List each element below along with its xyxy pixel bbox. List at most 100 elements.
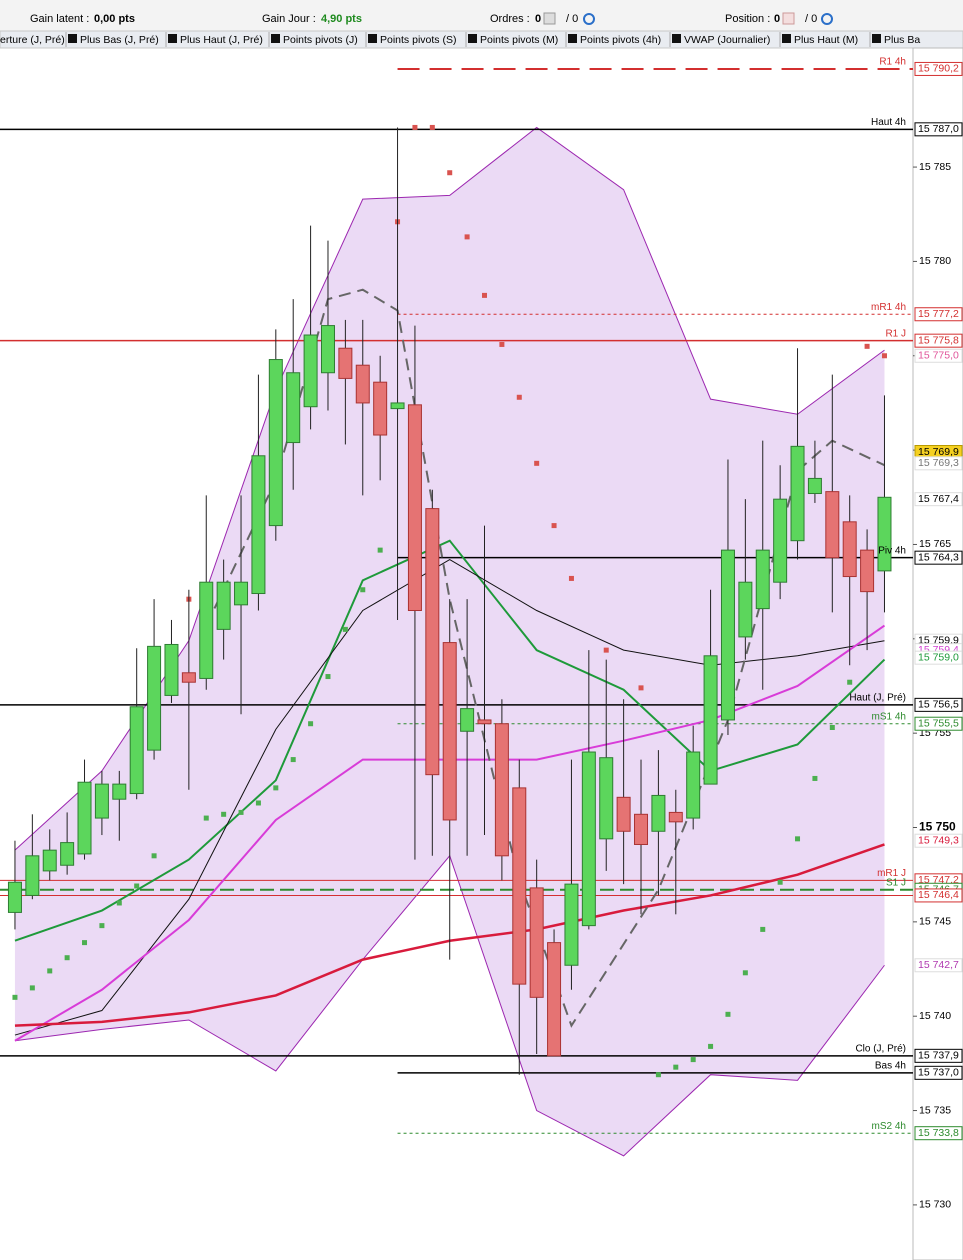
gain-jour: 4,90 pts — [321, 13, 362, 25]
y-tick-label: 15 765 — [919, 538, 951, 550]
price-box-label: 15 746,4 — [918, 889, 959, 901]
price-box — [914, 122, 963, 137]
cancel-icon[interactable] — [543, 12, 556, 25]
settings-icon[interactable] — [583, 13, 595, 25]
y-tick-label: 15 735 — [919, 1104, 951, 1116]
price-box-label: 15 764,3 — [918, 551, 959, 563]
level-label: mR1 J — [877, 868, 906, 879]
candle-body — [234, 581, 249, 606]
tab[interactable]: erture (J, Pré) — [0, 34, 65, 46]
candle-body — [390, 402, 405, 410]
level-label: R1 J — [885, 328, 906, 339]
candle-body — [686, 751, 701, 819]
candle-body — [547, 942, 562, 1057]
sar-dot — [499, 341, 505, 347]
tab-icon — [782, 34, 791, 43]
tab-icon — [672, 34, 681, 43]
sar-dot — [760, 926, 766, 932]
price-box-label: 15 775,8 — [918, 334, 959, 346]
price-tag — [914, 456, 963, 471]
candle-body — [286, 372, 301, 444]
price-box — [914, 1126, 963, 1141]
price-box-label: 15 737,9 — [918, 1050, 959, 1062]
price-box — [914, 61, 963, 76]
tab-icon — [872, 34, 881, 43]
sar-dot — [64, 955, 70, 961]
tab[interactable]: Points pivots (M) — [480, 34, 558, 46]
sar-dot — [203, 815, 209, 821]
candle-body — [7, 881, 22, 913]
tab-icon — [68, 34, 77, 43]
sar-dot — [238, 809, 244, 815]
plot-area — [0, 67, 913, 1157]
candle-body — [842, 521, 857, 578]
sar-dot — [377, 547, 383, 553]
tab[interactable]: Points pivots (S) — [380, 34, 456, 46]
moving-average — [14, 539, 886, 942]
y-tick-label: 15 785 — [919, 161, 951, 173]
candle-body — [112, 783, 127, 800]
candle-body — [303, 334, 318, 408]
sar-dot — [742, 970, 748, 976]
tab[interactable]: Points pivots (J) — [283, 34, 358, 46]
price-box — [914, 716, 963, 731]
sar-dot — [568, 575, 574, 581]
candle-body — [738, 581, 753, 638]
price-box — [914, 1065, 963, 1080]
price-box — [914, 333, 963, 348]
price-box — [914, 888, 963, 903]
price-tag-label: 15 767,4 — [918, 493, 959, 505]
ordres-count: 0 — [535, 13, 541, 25]
price-tag — [914, 492, 963, 507]
ordres-total: / 0 — [566, 13, 578, 25]
sar-dot — [429, 124, 435, 130]
sar-dot — [447, 170, 453, 176]
candle-body — [634, 813, 649, 845]
price-box-label: 15 756,5 — [918, 699, 959, 711]
tab[interactable]: Points pivots (4h) — [580, 34, 661, 46]
candle-body — [877, 496, 892, 572]
tab[interactable]: Plus Ba — [884, 34, 920, 46]
tab[interactable]: Plus Haut (J, Pré) — [180, 34, 263, 46]
tab[interactable]: Plus Haut (M) — [794, 34, 858, 46]
level-label: Clo (J, Pré) — [855, 1043, 906, 1054]
candle-body — [268, 359, 283, 527]
sar-dot — [638, 685, 644, 691]
y-tick-label: 15 780 — [919, 255, 951, 267]
candle-body — [460, 708, 475, 732]
candle-body — [512, 787, 527, 985]
candle-body — [477, 719, 492, 725]
sar-dot — [412, 124, 418, 130]
sar-dot — [534, 460, 540, 466]
candle-body — [773, 498, 788, 583]
sar-dot — [308, 721, 314, 727]
tab-bar — [0, 30, 963, 49]
tab[interactable]: VWAP (Journalier) — [684, 34, 770, 46]
y-tick-label: 15 750 — [919, 820, 956, 834]
candle-body — [494, 723, 509, 857]
tab-icon — [168, 34, 177, 43]
candle-body — [251, 455, 266, 595]
candle-body — [581, 751, 596, 927]
sar-dot — [290, 757, 296, 763]
cancel-icon[interactable] — [782, 12, 795, 25]
sar-dot — [99, 923, 105, 929]
level-label: S1 J — [886, 877, 906, 888]
price-box-label: 15 790,2 — [918, 63, 959, 75]
level-label: Haut (J, Pré) — [849, 692, 906, 703]
level-label: mR1 4h — [871, 302, 906, 313]
sar-dot — [360, 587, 366, 593]
candle-body — [790, 445, 805, 542]
candle-body — [651, 794, 666, 832]
position-total: / 0 — [805, 13, 817, 25]
gain-jour-label: Gain Jour : — [262, 13, 316, 25]
price-box-label: 15 755,5 — [918, 718, 959, 730]
y-tick-label: 15 730 — [919, 1199, 951, 1211]
ordres-label: Ordres : — [490, 13, 530, 25]
tab[interactable]: Plus Bas (J, Pré) — [80, 34, 159, 46]
candle-body — [60, 842, 75, 866]
sar-dot — [29, 985, 35, 991]
sar-dot — [864, 343, 870, 349]
settings-icon[interactable] — [821, 13, 833, 25]
sar-dot — [47, 968, 53, 974]
